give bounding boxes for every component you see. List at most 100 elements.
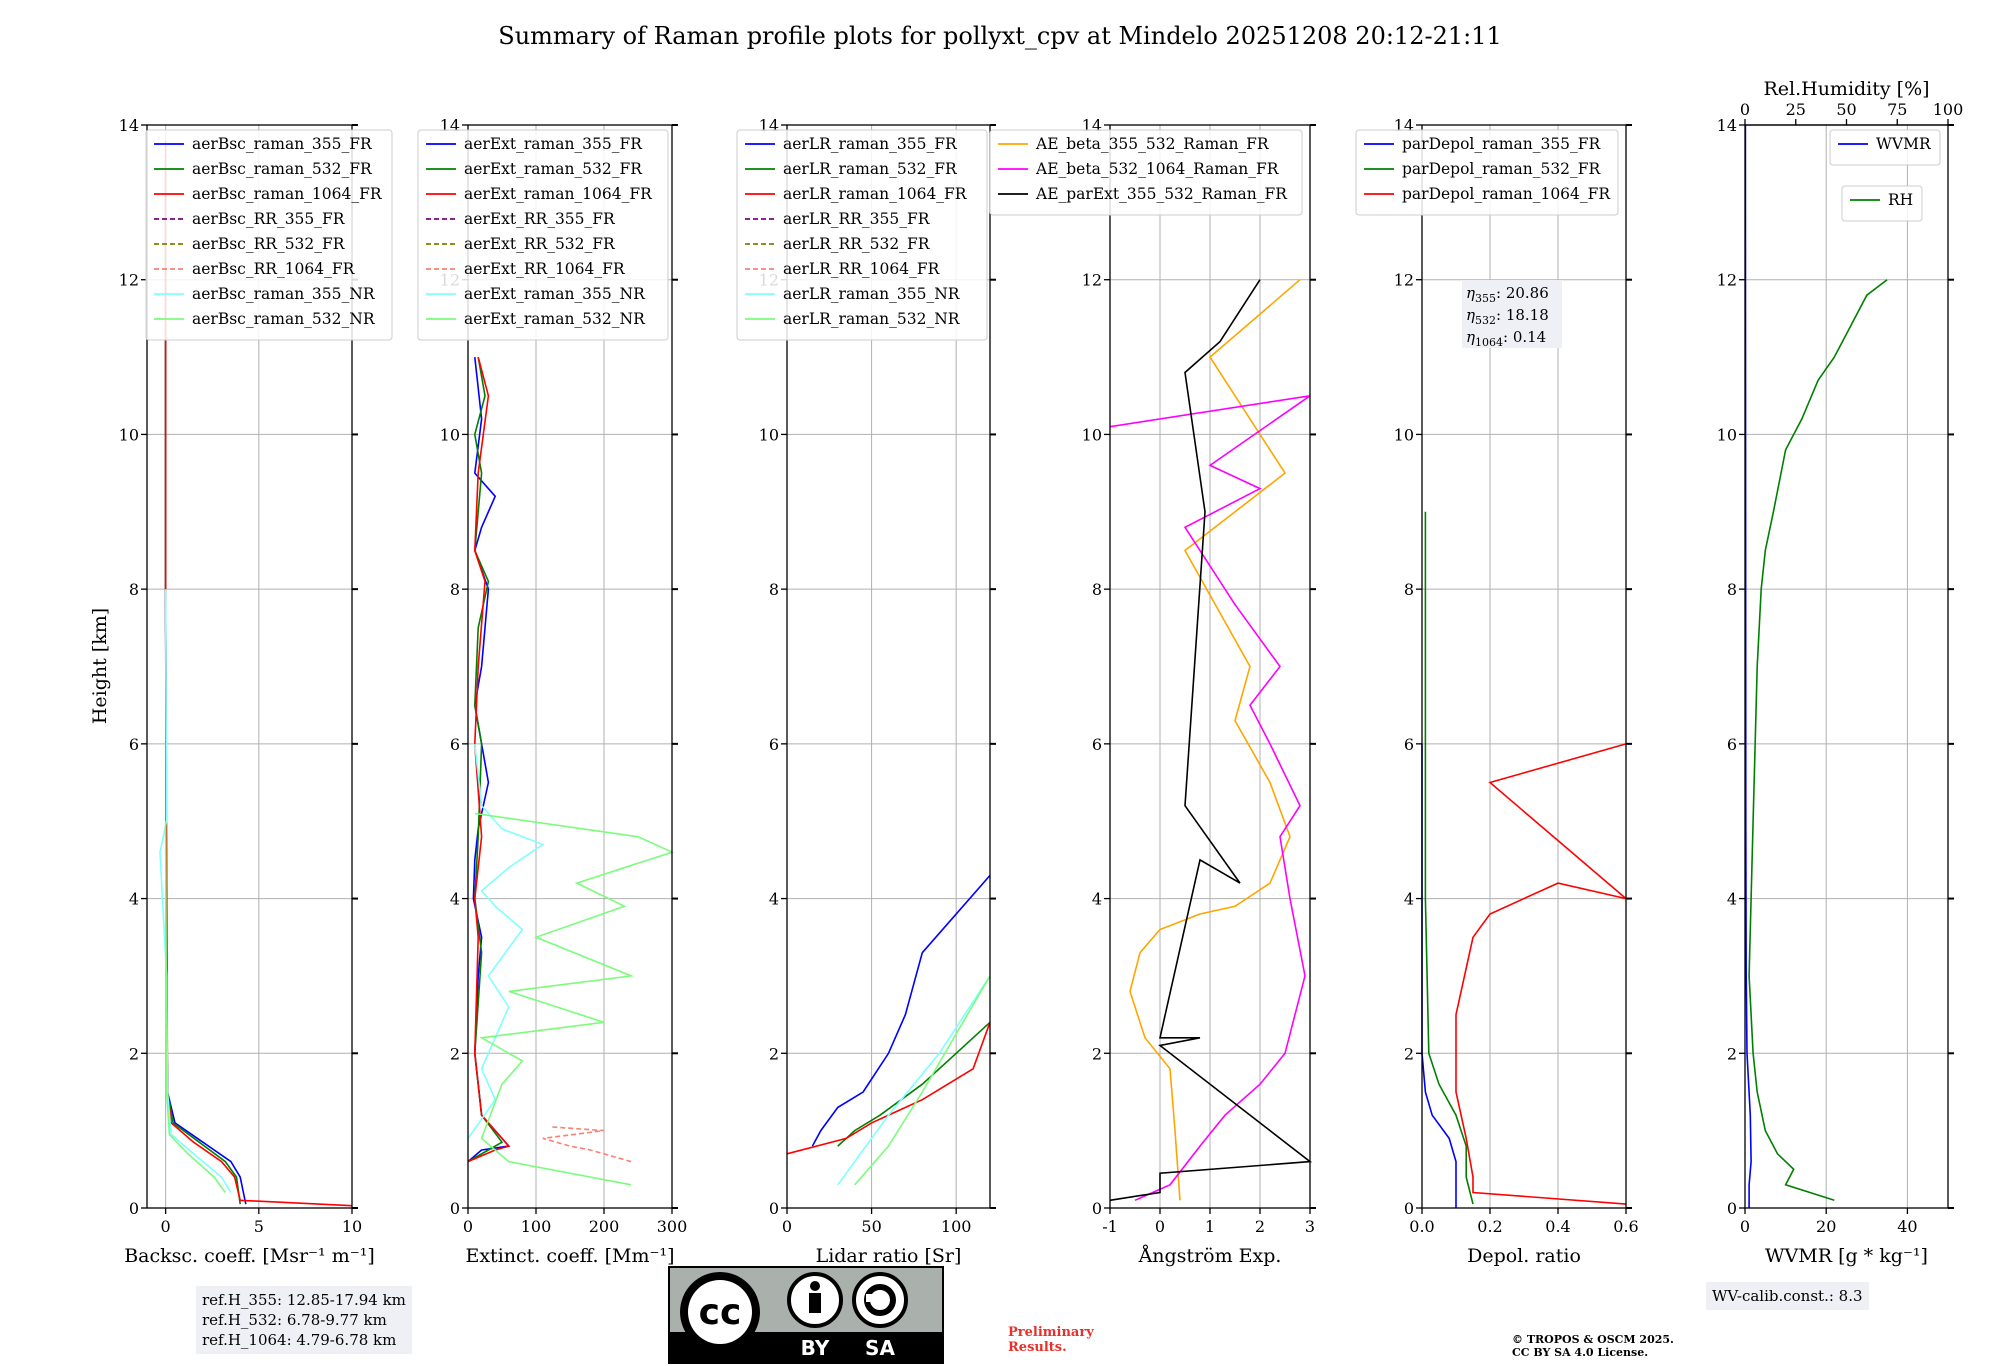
ref-height-532: ref.H_532: 6.78-9.77 km: [202, 1311, 387, 1329]
y-tick-label: 0: [450, 1199, 460, 1218]
legend-frame: [417, 129, 669, 341]
legend-label: parDepol_raman_532_FR: [1402, 160, 1602, 178]
y-tick-label: 12: [1394, 271, 1414, 290]
y-tick-label: 0: [1727, 1199, 1737, 1218]
legend-label: aerLR_RR_1064_FR: [783, 260, 941, 278]
legend-frame: [1829, 129, 1941, 166]
x-tick-label: 0: [1740, 1217, 1750, 1236]
legend-label: aerLR_RR_355_FR: [783, 210, 931, 228]
series-AE_beta_355_532_Raman_FR: [1129, 279, 1301, 1201]
cc-logo-text: cc: [699, 1292, 742, 1333]
legend-label: aerExt_raman_532_NR: [464, 310, 646, 328]
legend-label: AE_beta_532_1064_Raman_FR: [1035, 160, 1280, 178]
ref-height-1064: ref.H_1064: 4.79-6.78 km: [202, 1331, 397, 1349]
x-tick-label: 10: [342, 1217, 362, 1236]
copyright-note: © TROPOS & OSCM 2025. CC BY SA 4.0 Licen…: [1512, 1333, 1674, 1359]
top-x-tick-label: 25: [1786, 100, 1806, 119]
y-tick-label: 0: [1404, 1199, 1414, 1218]
legend-label: aerBsc_RR_1064_FR: [192, 260, 356, 278]
x-tick-label: 0.6: [1613, 1217, 1638, 1236]
legend-label: aerLR_raman_355_FR: [783, 135, 958, 153]
ref-height-355: ref.H_355: 12.85-17.94 km: [202, 1291, 406, 1309]
y-tick-label: 2: [1404, 1044, 1414, 1063]
legend-label: aerExt_raman_532_FR: [464, 160, 643, 178]
x-tick-label: 1: [1205, 1217, 1215, 1236]
axes-frame: [1421, 124, 1627, 1209]
x-tick-label: 0: [161, 1217, 171, 1236]
series-aerExt_raman_1064_FR: [467, 356, 511, 1163]
legend-frame: [145, 129, 393, 341]
y-tick-label: 0: [1092, 1199, 1102, 1218]
y-tick-label: 6: [769, 735, 779, 754]
legend-label: aerLR_raman_532_NR: [783, 310, 961, 328]
preliminary-line-1: Preliminary: [1008, 1325, 1094, 1340]
x-axis-label: Lidar ratio [Sr]: [816, 1245, 962, 1267]
legend-label: aerExt_RR_532_FR: [464, 235, 616, 253]
y-tick-label: 4: [769, 890, 779, 909]
y-tick-label: 8: [1727, 580, 1737, 599]
cc-sa-text: SA: [865, 1336, 895, 1360]
wv-calib-box: WV-calib.const.: 8.3: [1706, 1282, 1869, 1310]
y-tick-label: 2: [1727, 1044, 1737, 1063]
top-x-tick-label: 50: [1836, 100, 1856, 119]
legend-label: aerBsc_raman_1064_FR: [192, 185, 383, 203]
panel-lr: 05010002468101214Lidar ratio [Sr]aerLR_r…: [736, 116, 996, 1267]
y-tick-label: 0: [129, 1199, 139, 1218]
legend-label: aerExt_raman_355_FR: [464, 135, 643, 153]
series-aerExt_raman_532_NR: [474, 812, 675, 1186]
y-tick-label: 2: [769, 1044, 779, 1063]
legend-label: aerExt_RR_355_FR: [464, 210, 616, 228]
legend-label: aerExt_raman_355_NR: [464, 285, 646, 303]
legend-label: AE_beta_355_532_Raman_FR: [1035, 135, 1270, 153]
series-aerLR_raman_532_NR: [854, 975, 991, 1186]
y-tick-label: 0: [769, 1199, 779, 1218]
figure-title: Summary of Raman profile plots for polly…: [498, 22, 1502, 50]
preliminary-results-note: Preliminary Results.: [1008, 1325, 1094, 1355]
y-tick-label: 12: [1082, 271, 1102, 290]
eta-1064: η1064: 0.14: [1466, 328, 1546, 349]
series-aerExt_raman_355_NR: [467, 743, 545, 1139]
eta-532: η532: 18.18: [1466, 306, 1549, 327]
legend-bsc: aerBsc_raman_355_FR aerBsc_raman_532_FRae…: [145, 129, 393, 341]
legend-ae: AE_beta_355_532_Raman_FR AE_beta_532_1064…: [989, 129, 1303, 216]
x-tick-label: 50: [861, 1217, 881, 1236]
y-tick-label: 2: [450, 1044, 460, 1063]
cc-license-badge: cc BY SA: [668, 1266, 944, 1364]
legend-rh: RH: [1841, 185, 1923, 222]
top-x-tick-label: 100: [1933, 100, 1964, 119]
legend-label: aerBsc_raman_532_NR: [192, 310, 376, 328]
x-axis-label: WVMR [g * kg⁻¹]: [1765, 1245, 1928, 1267]
series-AE_beta_532_1064_Raman_FR: [1109, 395, 1311, 1202]
x-axis-label: Ångström Exp.: [1138, 1245, 1282, 1267]
y-tick-label: 12: [1717, 271, 1737, 290]
legend-label: aerBsc_raman_355_FR: [192, 135, 373, 153]
y-tick-label: 14: [119, 116, 139, 135]
eta-box-bg: [1462, 280, 1562, 348]
legend-label: AE_parExt_355_532_Raman_FR: [1035, 185, 1288, 203]
legend-wvmr: WVMR: [1829, 129, 1941, 166]
legend-ext: aerExt_raman_355_FR aerExt_raman_532_FRae…: [417, 129, 669, 341]
legend-label: parDepol_raman_355_FR: [1402, 135, 1602, 153]
x-axis-label: Backsc. coeff. [Msr⁻¹ m⁻¹]: [124, 1245, 375, 1267]
legend-label: aerBsc_RR_355_FR: [192, 210, 346, 228]
preliminary-line-2: Results.: [1008, 1340, 1067, 1355]
x-tick-label: 0.2: [1477, 1217, 1502, 1236]
legend-label: parDepol_raman_1064_FR: [1402, 185, 1611, 203]
series-parDepol_raman_1064_FR: [1455, 743, 1627, 1205]
legend-label: aerLR_RR_532_FR: [783, 235, 931, 253]
x-tick-label: -1: [1102, 1217, 1118, 1236]
series-aerBsc_raman_355_NR: [159, 589, 232, 1193]
cc-by-sa-icon: cc BY SA: [670, 1268, 942, 1362]
y-tick-label: 10: [119, 425, 139, 444]
y-tick-label: 10: [1717, 425, 1737, 444]
legend-label: aerLR_raman_355_NR: [783, 285, 961, 303]
y-tick-label: 6: [129, 735, 139, 754]
x-tick-label: 100: [941, 1217, 972, 1236]
legend-frame: [989, 129, 1303, 216]
x-tick-label: 40: [1897, 1217, 1917, 1236]
series-parDepol_raman_532_FR: [1424, 511, 1474, 1205]
series-aerLR_raman_1064_FR: [786, 1022, 991, 1155]
series-aerLR_raman_355_NR: [837, 975, 991, 1186]
